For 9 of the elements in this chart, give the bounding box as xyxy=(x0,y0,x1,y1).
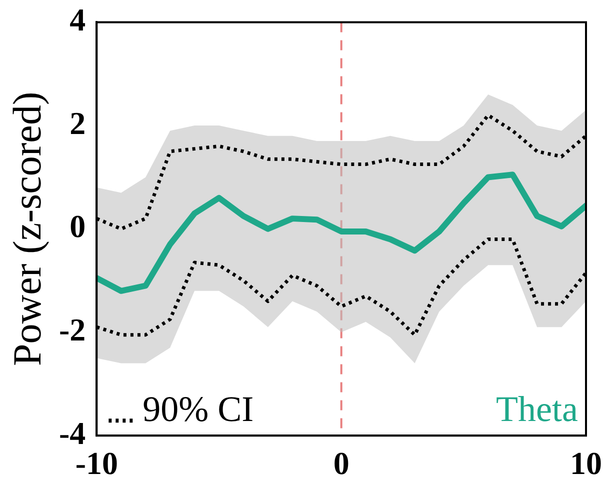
y-tick-label: 2 xyxy=(70,104,86,141)
legend-label: 90% CI xyxy=(142,389,254,430)
y-tick-label: 0 xyxy=(70,208,86,244)
y-tick-label: 4 xyxy=(70,1,86,38)
x-tick-label: 0 xyxy=(333,445,350,482)
text: Theta xyxy=(496,389,578,430)
y-axis-title: Power (z-scored) xyxy=(4,92,50,366)
y-tick-label: -2 xyxy=(59,312,86,348)
x-tick-label: 10 xyxy=(570,445,602,482)
